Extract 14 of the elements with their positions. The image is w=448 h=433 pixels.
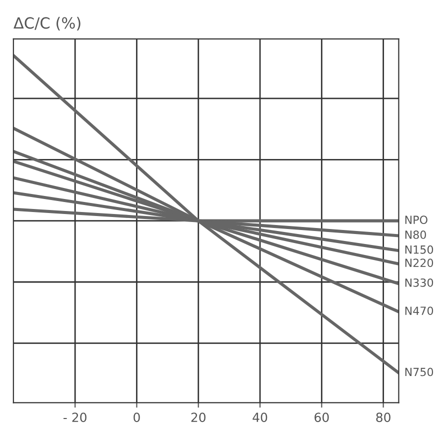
- x-tick-label: 0: [134, 412, 140, 422]
- x-tick-label: 60: [314, 412, 329, 422]
- series-label: N330: [405, 278, 434, 287]
- series-label: NPO: [405, 216, 428, 224]
- x-tick-label: 20: [191, 412, 206, 422]
- y-axis-title: ΔC/C (%): [14, 16, 80, 31]
- x-tick-label: - 20: [64, 412, 86, 422]
- series-label: N750: [405, 368, 434, 376]
- x-tick-label: 80: [376, 412, 390, 422]
- series-label: N80: [405, 230, 426, 239]
- series-label: N220: [405, 258, 434, 268]
- series-label: N470: [405, 306, 434, 315]
- x-tick-label: 40: [252, 412, 268, 422]
- series-label: N150: [405, 245, 434, 254]
